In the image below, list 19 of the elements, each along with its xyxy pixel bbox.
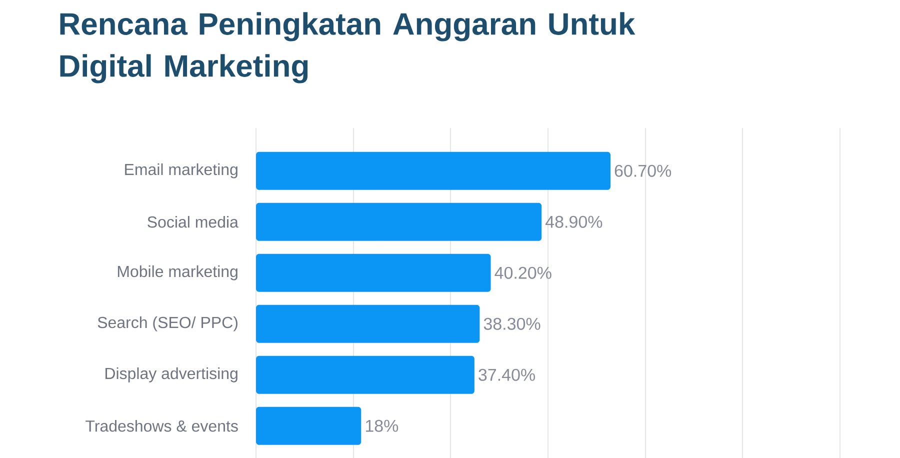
y-tick-label: Tradeshows & events (86, 420, 238, 432)
data-label: 60.70% (614, 164, 672, 177)
data-label: 38.30% (484, 318, 540, 330)
y-tick-label: Display advertising (106, 367, 238, 382)
y-tick-label: Social media (148, 216, 238, 228)
bar (256, 406, 362, 445)
bar (256, 152, 610, 190)
data-label: 48.90% (546, 216, 602, 228)
y-tick-label: Search (SEO/ PPC) (98, 316, 238, 332)
data-label: 37.40% (478, 368, 535, 381)
data-label: 18% (366, 420, 398, 432)
bar (256, 254, 491, 292)
y-tick-label: Mobile marketing (118, 265, 238, 280)
y-tick-label: Email marketing (125, 163, 238, 178)
data-label: 40.20% (494, 266, 552, 279)
bar (256, 356, 474, 394)
bar (256, 304, 480, 343)
bar (256, 202, 542, 241)
chart-title: Rencana Peningkatan Anggaran Untuk Digital Marketing (60, 12, 636, 84)
